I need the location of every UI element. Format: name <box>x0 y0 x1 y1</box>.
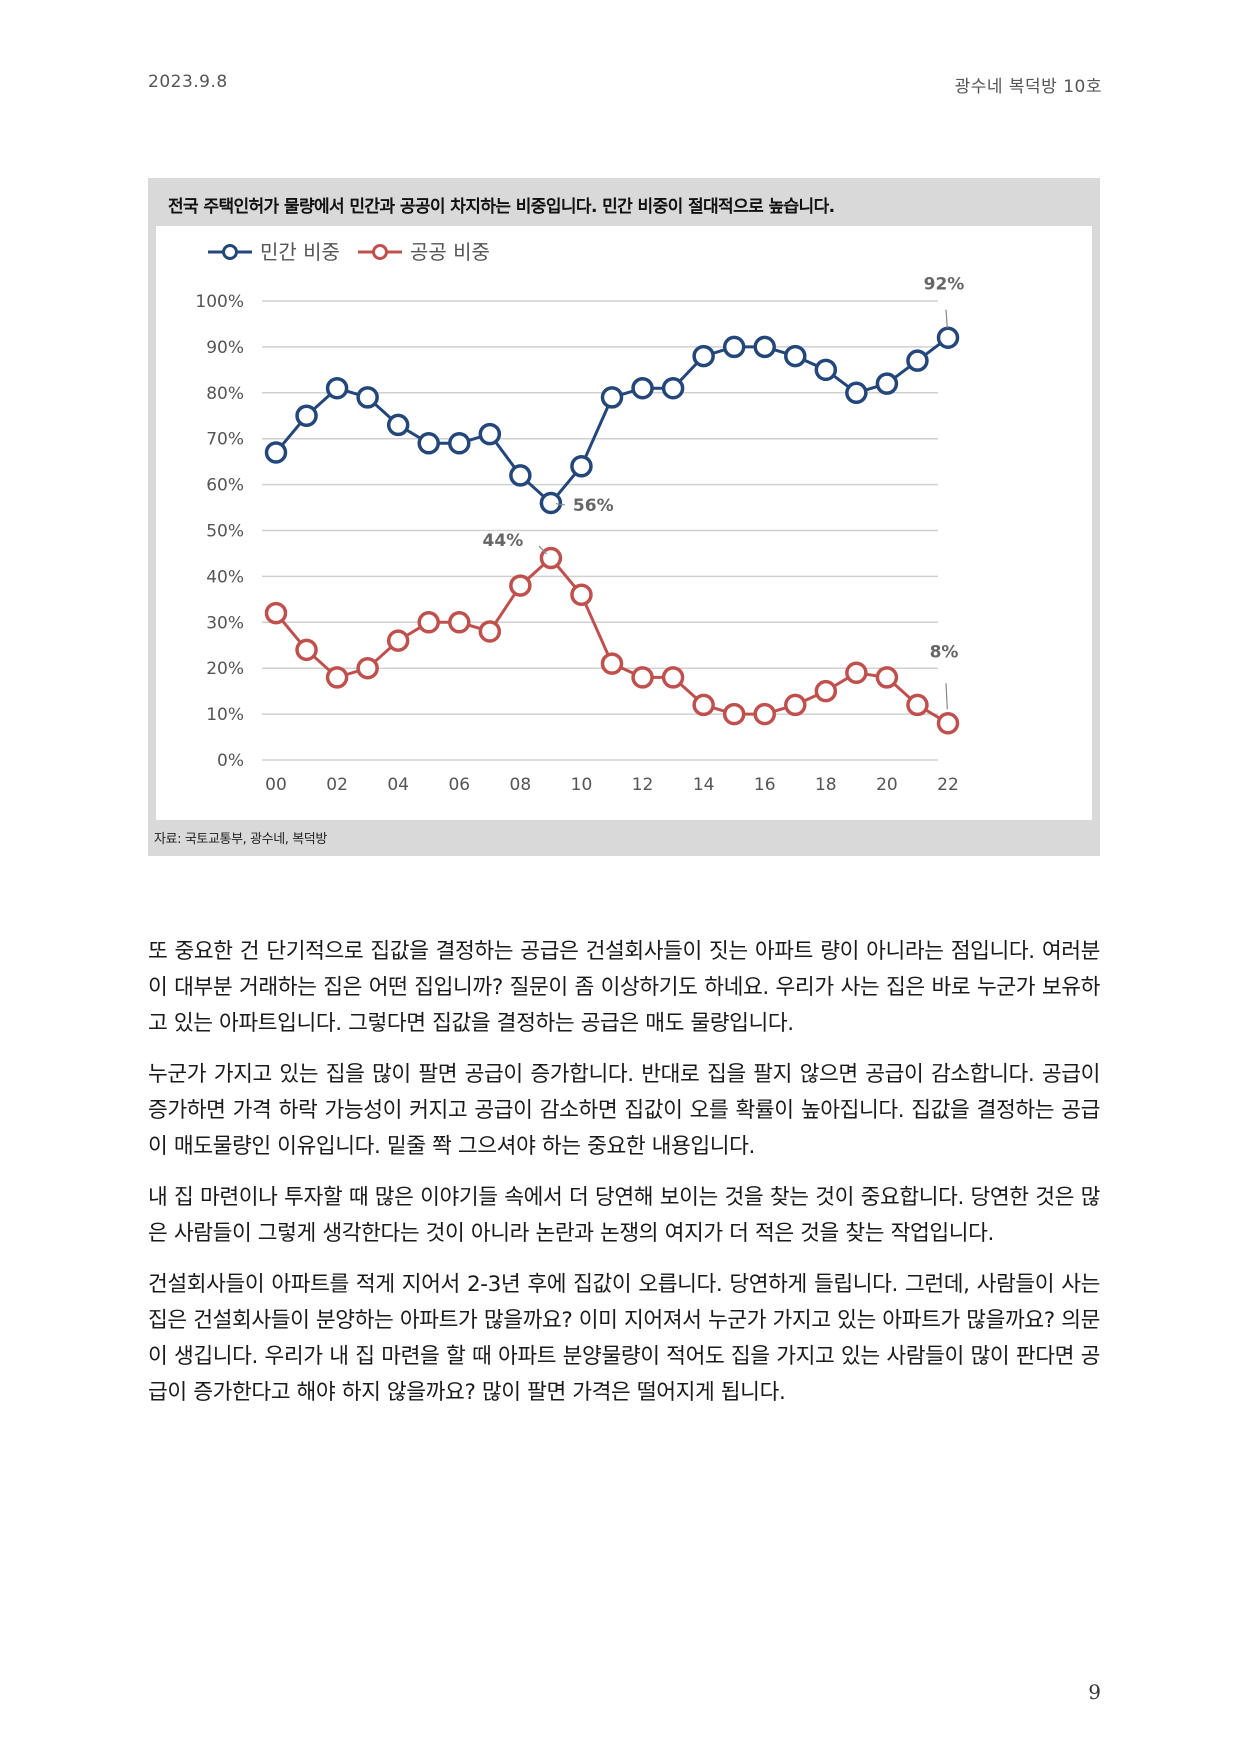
chart-figure: 전국 주택인허가 물량에서 민간과 공공이 차지하는 비중입니다. 민간 비중이… <box>148 178 1100 856</box>
data-label: 8% <box>930 642 959 662</box>
annotation-leader <box>538 545 548 555</box>
data-point <box>875 372 899 395</box>
annotation-leader <box>945 309 948 328</box>
data-point <box>722 702 746 726</box>
x-tick-label: 08 <box>510 775 532 795</box>
data-point <box>295 638 318 662</box>
line-chart: 100% 90% 80% 70% 60% 50% 40% 30% 20% 10% 0% 00 02 04 0… <box>195 240 965 795</box>
y-tick-label: 100% <box>195 292 244 312</box>
data-point <box>539 491 563 515</box>
x-tick-label: 22 <box>937 775 959 795</box>
data-point <box>448 611 471 634</box>
data-point <box>661 666 685 689</box>
x-tick-label: 04 <box>387 775 409 795</box>
data-point <box>478 422 502 446</box>
x-tick-label: 10 <box>571 775 593 795</box>
data-label: 92% <box>924 275 965 295</box>
data-point <box>722 335 746 359</box>
data-point <box>325 376 349 400</box>
y-tick-label: 80% <box>206 384 244 404</box>
y-tick-label: 20% <box>206 659 244 679</box>
y-tick-label: 10% <box>206 705 244 725</box>
data-point <box>753 335 776 359</box>
data-label: 56% <box>573 496 614 516</box>
data-point <box>509 574 532 597</box>
data-point <box>356 386 379 409</box>
data-point <box>356 656 379 680</box>
data-point <box>845 381 868 405</box>
data-point <box>509 464 532 487</box>
x-tick-label: 18 <box>815 775 837 795</box>
y-tick-label: 60% <box>206 476 244 496</box>
data-point <box>875 666 899 689</box>
data-point <box>814 358 838 382</box>
x-tick-label: 16 <box>754 775 776 795</box>
x-tick-label: 12 <box>632 775 654 795</box>
y-tick-label: 70% <box>206 430 244 450</box>
x-tick-label: 20 <box>876 775 898 795</box>
data-point <box>936 326 960 349</box>
chart-title: 전국 주택인허가 물량에서 민간과 공공이 차지하는 비중입니다. 민간 비중이… <box>168 197 835 217</box>
data-point <box>661 376 685 400</box>
data-point <box>906 349 929 372</box>
x-tick-label: 00 <box>265 775 287 795</box>
y-tick-label: 50% <box>206 522 244 542</box>
data-point <box>631 666 654 689</box>
data-point <box>692 344 715 368</box>
x-tick-label: 06 <box>448 775 470 795</box>
data-point <box>417 432 440 455</box>
header-publication: 광수네 복덕방 10호 <box>954 77 1102 97</box>
legend-marker <box>372 244 388 260</box>
data-point <box>386 629 410 652</box>
data-point <box>264 441 288 464</box>
data-point <box>845 661 868 685</box>
data-point <box>325 666 349 689</box>
data-point <box>600 652 624 675</box>
page-number: 9 <box>1088 1680 1101 1704</box>
chart-source: 자료: 국토교통부, 광수네, 복덕방 <box>154 832 327 847</box>
data-point <box>631 376 654 400</box>
data-point <box>570 454 593 478</box>
paragraph: 건설회사들이 아파트를 적게 지어서 2-3년 후에 집값이 오릅니다. 당연하… <box>148 1272 1100 1405</box>
data-point <box>417 611 440 634</box>
y-tick-label: 40% <box>206 567 244 587</box>
data-point <box>784 344 807 368</box>
legend-label: 민간 비중 <box>260 240 340 264</box>
y-tick-label: 30% <box>206 613 244 633</box>
annotation-leader <box>555 503 565 506</box>
paragraph: 또 중요한 건 단기적으로 집값을 결정하는 공급은 건설회사들이 짓는 아파트… <box>148 939 1100 1036</box>
data-point <box>264 601 288 625</box>
y-tick-label: 90% <box>206 338 244 358</box>
legend-marker <box>222 244 238 260</box>
data-point <box>906 693 929 717</box>
data-point <box>448 432 471 455</box>
y-tick-label: 0% <box>217 751 244 771</box>
data-point <box>478 620 502 643</box>
x-tick-label: 02 <box>326 775 348 795</box>
data-point <box>386 413 410 437</box>
paragraph: 누군가 가지고 있는 집을 많이 팔면 공급이 증가합니다. 반대로 집을 팔지… <box>148 1062 1100 1159</box>
data-point <box>936 712 960 735</box>
body-text: 또 중요한 건 단기적으로 집값을 결정하는 공급은 건설회사들이 짓는 아파트… <box>148 934 1100 1426</box>
header-date: 2023.9.8 <box>148 72 228 92</box>
data-point <box>570 583 593 607</box>
series-line-2 <box>274 555 949 725</box>
data-point <box>753 702 776 726</box>
data-label: 44% <box>483 531 524 551</box>
plot-area: 100% 90% 80% 70% 60% 50% 40% 30% 20% 10% 0% 00 02 04 0… <box>156 226 1092 820</box>
series-line-1 <box>274 336 949 506</box>
data-point <box>784 693 807 717</box>
annotation-leader <box>945 683 948 710</box>
x-tick-label: 14 <box>693 775 715 795</box>
data-point <box>600 386 624 409</box>
data-point <box>692 693 715 717</box>
data-point <box>295 404 318 427</box>
legend-label: 공공 비중 <box>410 240 490 264</box>
paragraph: 내 집 마련이나 투자할 때 많은 이야기들 속에서 더 당연해 보이는 것을 … <box>148 1185 1100 1246</box>
data-point <box>814 679 838 703</box>
